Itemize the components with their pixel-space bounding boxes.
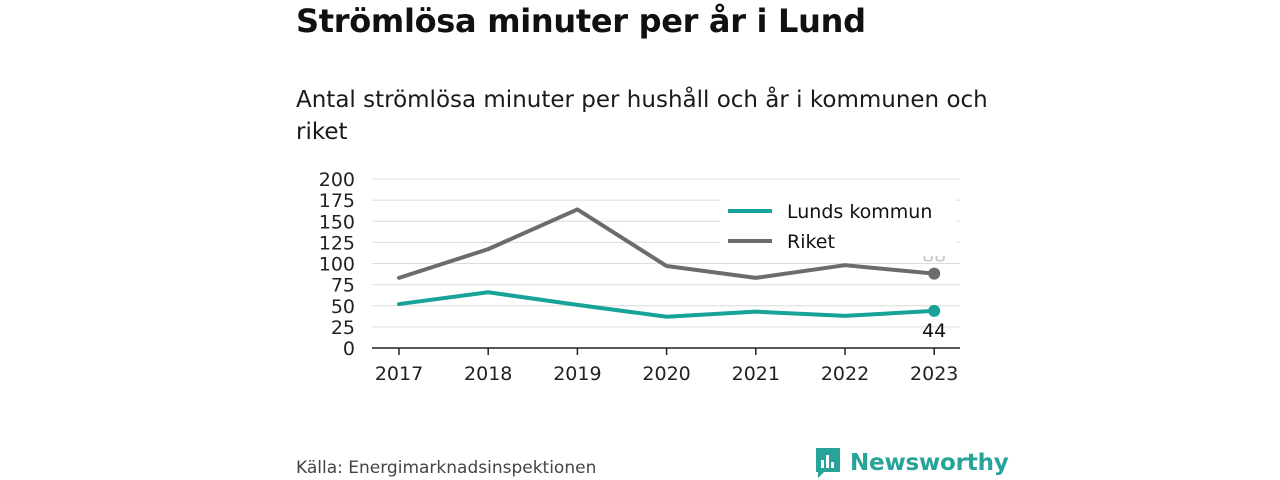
x-axis: 2017 2018 2019 2020 2021 2022 2023 (372, 347, 960, 385)
y-tick-label: 25 (331, 317, 355, 339)
legend-label: Lunds kommun (787, 201, 932, 223)
chart-subtitle: Antal strömlösa minuter per hushåll och … (296, 87, 988, 145)
y-tick-label: 125 (319, 232, 355, 254)
grid-lines (372, 178, 960, 328)
brand-logo: Newsworthy (814, 446, 1009, 480)
y-tick-label: 0 (343, 338, 355, 360)
y-tick-label: 50 (331, 296, 355, 318)
y-tick-label: 100 (319, 254, 355, 276)
legend: Lunds kommun Riket (720, 196, 956, 256)
x-tick-label: 2017 (375, 363, 423, 385)
end-label-lunds-kommun: 44 (922, 320, 946, 342)
x-tick-label: 2018 (464, 363, 512, 385)
legend-background (720, 196, 956, 256)
x-tick-label: 2020 (642, 363, 690, 385)
y-tick-label: 175 (319, 190, 355, 212)
newsworthy-logo-icon (816, 448, 840, 478)
series-lines: 4488 (397, 207, 946, 342)
x-tick-label: 2023 (910, 363, 958, 385)
series-line-lunds-kommun (397, 290, 937, 319)
x-tick-label: 2019 (553, 363, 601, 385)
x-tick-label: 2021 (732, 363, 780, 385)
brand-name: Newsworthy (850, 450, 1009, 476)
y-tick-label: 150 (319, 211, 355, 233)
y-tick-label: 75 (331, 275, 355, 297)
legend-label: Riket (787, 231, 835, 253)
chart-title: Strömlösa minuter per år i Lund (296, 2, 866, 40)
x-tick-label: 2022 (821, 363, 869, 385)
source-note: Källa: Energimarknadsinspektionen (296, 458, 597, 478)
series-end-point (928, 304, 941, 317)
y-tick-label: 200 (319, 169, 355, 191)
series-line-riket (397, 207, 937, 280)
series-end-point (928, 267, 941, 280)
